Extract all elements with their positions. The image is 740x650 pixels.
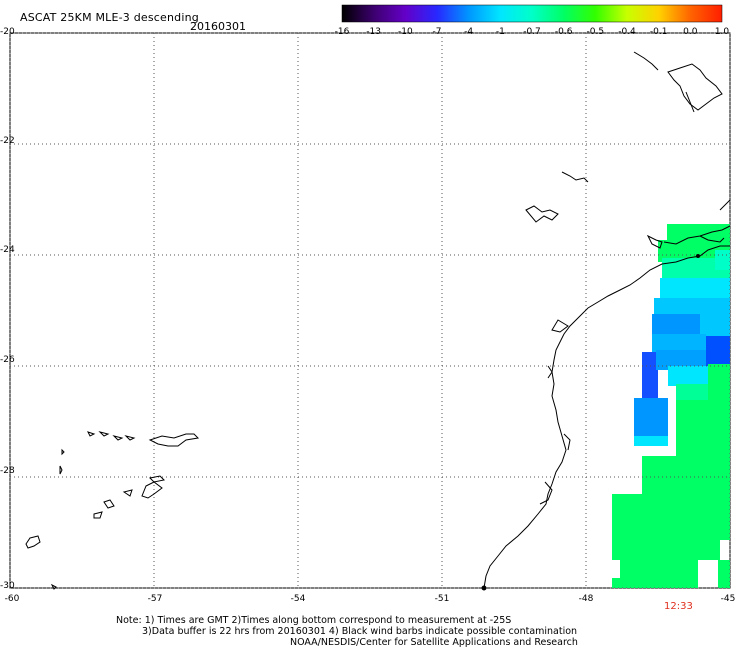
lat-label: -28 [0,466,15,476]
lon-label: -60 [4,594,20,604]
colorbar-tick: -0.5 [586,27,605,37]
colorbar-gradient [341,4,723,23]
note-line-2: 3)Data buffer is 22 hrs from 20160301 4)… [142,626,578,637]
lat-lon-grid [9,32,731,589]
colorbar-tick: -0.6 [554,27,573,37]
pass-time: 12:33 [664,601,693,612]
colorbar-tick: -0.4 [618,27,636,37]
note-line-3: NOAA/NESDIS/Center for Satellite Applica… [290,637,578,648]
colorbar-tick: -10 [397,27,413,37]
lon-label: -57 [147,594,163,604]
lat-label: -20 [0,27,15,37]
lon-label: -45 [720,594,736,604]
colorbar [341,4,723,23]
colorbar-tick: -16 [334,27,350,37]
lat-label: -24 [0,245,15,255]
colorbar-tick: -13 [366,27,382,37]
map-title: ASCAT 25KM MLE-3 descending [20,11,199,24]
lat-label: -30 [0,581,15,591]
colorbar-tick: 1.0 [714,27,730,37]
lon-label: -48 [578,594,594,604]
colorbar-tick: -0.1 [649,27,668,37]
map-date: 20160301 [190,20,246,33]
note-line-1: Note: 1) Times are GMT 2)Times along bot… [116,615,512,626]
lat-label: -26 [0,355,15,365]
colorbar-tick: -7 [432,27,442,37]
coastline [25,51,731,591]
wind-swath [612,224,730,588]
colorbar-tick: -1 [495,27,505,37]
colorbar-tick: -4 [464,27,474,37]
colorbar-tick: 0.0 [683,27,698,37]
lon-label: -54 [290,594,306,604]
lat-label: -22 [0,136,15,146]
lon-label: -51 [434,594,450,604]
colorbar-tick: -0.7 [523,27,541,37]
